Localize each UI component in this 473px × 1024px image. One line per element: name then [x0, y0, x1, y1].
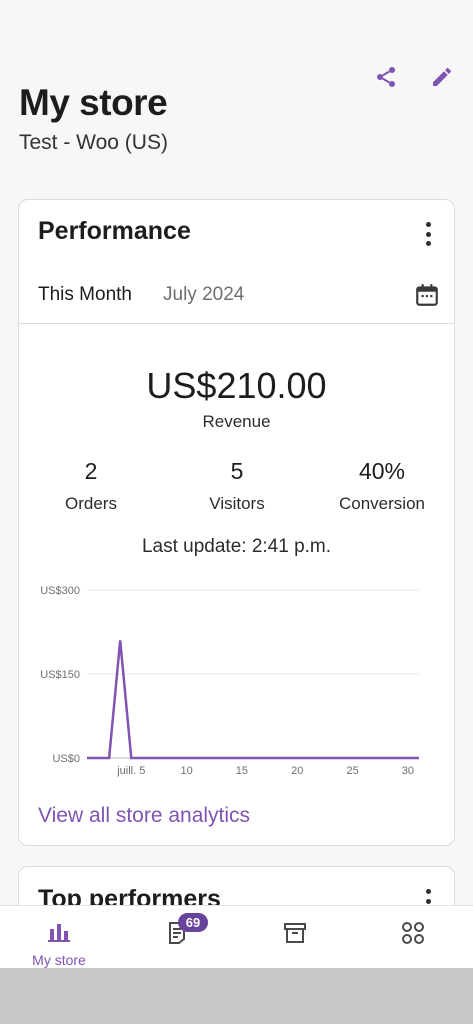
x-tick-label: 10 — [180, 765, 192, 777]
share-icon[interactable] — [373, 64, 399, 90]
date-range-row[interactable]: This Month July 2024 — [19, 272, 454, 324]
revenue-series-line — [87, 640, 419, 760]
stat-value: 5 — [230, 458, 244, 484]
x-tick-label: 25 — [346, 765, 358, 777]
stat-visitors: 5 Visitors — [167, 458, 307, 514]
date-range-label: This Month — [38, 284, 132, 305]
stat-orders: 2 Orders — [21, 458, 161, 514]
menu-grid-icon — [400, 920, 426, 946]
stat-value: 40% — [358, 458, 406, 484]
x-tick-label: 20 — [291, 765, 303, 777]
store-subtitle: Test - Woo (US) — [19, 131, 168, 154]
pencil-icon[interactable] — [429, 64, 455, 90]
calendar-icon[interactable] — [414, 282, 440, 308]
revenue-value: US$210.00 — [146, 365, 327, 406]
stat-value: 2 — [84, 458, 98, 484]
last-update: Last update: 2:41 p.m. — [141, 536, 332, 557]
orders-icon: 69 — [164, 913, 208, 946]
nav-orders[interactable]: 69 — [118, 906, 236, 968]
y-tick-label: US$0 — [52, 753, 80, 765]
nav-products[interactable] — [236, 906, 354, 968]
y-tick-label: US$150 — [40, 669, 80, 681]
nav-menu[interactable] — [354, 906, 472, 968]
revenue-chart: US$300 US$150 US$0 juill. 5 10 15 20 25 30 — [40, 585, 419, 777]
orders-badge: 69 — [178, 913, 208, 932]
performance-title: Performance — [38, 217, 191, 245]
archive-icon — [282, 920, 308, 946]
system-navigation-bar — [0, 968, 473, 1024]
x-tick-label: juill. 5 — [116, 765, 145, 777]
header: My store Test - Woo (US) — [0, 0, 473, 190]
bottom-nav: My store 69 — [0, 905, 473, 968]
view-analytics-link[interactable]: View all store analytics — [38, 804, 251, 827]
nav-my-store[interactable]: My store — [0, 906, 118, 968]
page-title: My store — [19, 82, 168, 123]
stat-label: Conversion — [339, 494, 425, 513]
x-tick-label: 15 — [236, 765, 248, 777]
screen: My store Test - Woo (US) Performance Thi… — [0, 0, 473, 968]
x-tick-label: 30 — [402, 765, 414, 777]
stat-label: Orders — [65, 494, 117, 513]
date-range-value: July 2024 — [163, 284, 245, 305]
more-options-icon[interactable] — [418, 222, 438, 246]
header-actions — [373, 64, 455, 90]
stat-label: Visitors — [209, 494, 265, 513]
nav-label: My store — [32, 952, 86, 968]
revenue-label: Revenue — [202, 412, 271, 431]
performance-card: Performance This Month July 2024 US$210.… — [18, 199, 455, 846]
y-tick-label: US$300 — [40, 585, 80, 597]
stat-conversion: 40% Conversion — [312, 458, 452, 514]
bar-chart-icon — [46, 920, 72, 946]
